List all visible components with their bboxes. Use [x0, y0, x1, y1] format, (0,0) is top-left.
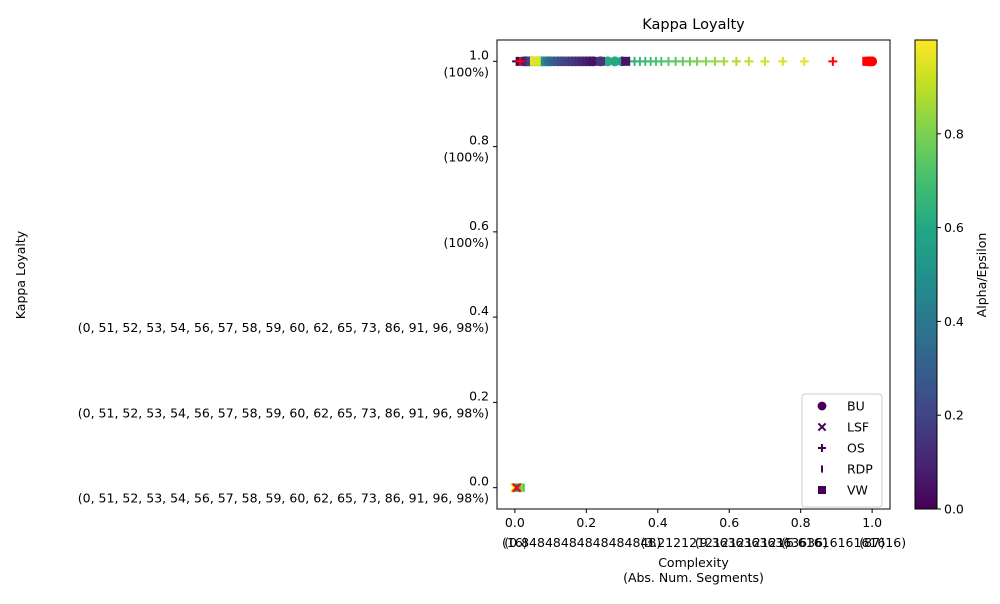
data-point-os — [778, 56, 788, 66]
y-tick-sublabel: (100%) — [444, 235, 490, 250]
data-point-vw — [531, 56, 541, 66]
legend-marker-bu — [817, 401, 827, 411]
colorbar-tick-label: 0.2 — [944, 408, 964, 423]
x-tick-sublabel: (3.2121212121212121) — [640, 535, 789, 550]
legend-label-lsf: LSF — [847, 420, 869, 435]
legend-marker-os — [818, 444, 826, 452]
y-tick-sublabel: (100%) — [444, 150, 490, 165]
x-tick-label: 0.6 — [719, 515, 739, 530]
x-axis-label-line1: Complexity — [658, 555, 729, 570]
chart-title: Kappa Loyalty — [642, 17, 745, 33]
x-tick-sublabel: (6.6161616161616) — [781, 535, 906, 550]
y-tick-sublabel: (0, 51, 52, 53, 54, 56, 57, 58, 59, 60, … — [78, 320, 489, 335]
data-point-os — [799, 56, 809, 66]
colorbar-tick-label: 0.4 — [944, 314, 964, 329]
data-point-os — [760, 56, 770, 66]
data-point-bu — [609, 56, 620, 67]
legend-label-vw: VW — [847, 483, 868, 498]
data-point-lsf — [511, 482, 522, 493]
y-tick-sublabel: (100%) — [444, 64, 490, 79]
x-tick-label: 0.4 — [648, 515, 668, 530]
data-point-os — [719, 56, 729, 66]
colorbar-tick-label: 0.0 — [944, 502, 964, 517]
colorbar-gradient — [914, 39, 938, 510]
data-point-os — [701, 56, 711, 66]
data-point-os — [828, 56, 838, 66]
y-tick-label: 1.0 — [469, 47, 489, 62]
data-point-os — [515, 56, 525, 66]
data-point-vw — [864, 56, 874, 66]
data-point-os — [710, 56, 720, 66]
y-tick-sublabel: (0, 51, 52, 53, 54, 56, 57, 58, 59, 60, … — [78, 491, 489, 506]
y-tick-label: 0.6 — [469, 218, 489, 233]
x-tick-sublabel: (9.36363636363636) — [695, 535, 828, 550]
data-point-os — [692, 56, 702, 66]
y-axis-label: Kappa Loyalty — [13, 230, 28, 319]
x-tick-label: 0.0 — [505, 515, 525, 530]
x-tick-sublabel: (0.84848484848484848) — [504, 535, 661, 550]
data-point-os — [744, 56, 754, 66]
x-tick-label: 0.2 — [576, 515, 596, 530]
data-point-vw — [621, 56, 631, 66]
data-point-vw — [596, 56, 606, 66]
colorbar: 0.0 0.2 0.4 0.6 0.8 Alpha/Epsilon — [914, 39, 989, 517]
plot-frame — [496, 39, 891, 510]
x-tick-label: 1.0 — [862, 515, 882, 530]
legend-label-rdp: RDP — [847, 462, 873, 477]
x-tick-sublabel: (16) — [502, 535, 528, 550]
y-tick-label: 0.8 — [469, 133, 489, 148]
legend: BU LSF OS RDP VW — [801, 393, 883, 508]
x-tick-label: 0.8 — [791, 515, 811, 530]
data-point-os — [731, 56, 741, 66]
y-tick-label: 0.0 — [469, 474, 489, 489]
data-points — [510, 56, 878, 493]
colorbar-tick-label: 0.6 — [944, 220, 964, 235]
legend-label-os: OS — [847, 441, 865, 456]
colorbar-tick-label: 0.8 — [944, 126, 964, 141]
legend-box — [801, 393, 883, 508]
y-tick-sublabel: (0, 51, 52, 53, 54, 56, 57, 58, 59, 60, … — [78, 405, 489, 420]
x-tick-sublabel: (87) — [859, 535, 885, 550]
data-point-bu — [602, 56, 613, 67]
colorbar-label: Alpha/Epsilon — [974, 233, 989, 318]
legend-label-bu: BU — [847, 399, 865, 414]
x-axis-label: Complexity (Abs. Num. Segments) — [623, 555, 764, 585]
legend-marker-vw — [818, 486, 826, 494]
plot-area: 0.0 0.2 0.4 0.6 0.8 1.0 (16)(0.848484848484848… — [78, 39, 906, 550]
data-point-bu — [588, 56, 599, 67]
y-tick-label: 0.2 — [469, 388, 489, 403]
legend-marker-lsf — [817, 422, 827, 432]
x-axis-label-line2: (Abs. Num. Segments) — [623, 570, 764, 585]
y-tick-label: 0.4 — [469, 303, 489, 318]
